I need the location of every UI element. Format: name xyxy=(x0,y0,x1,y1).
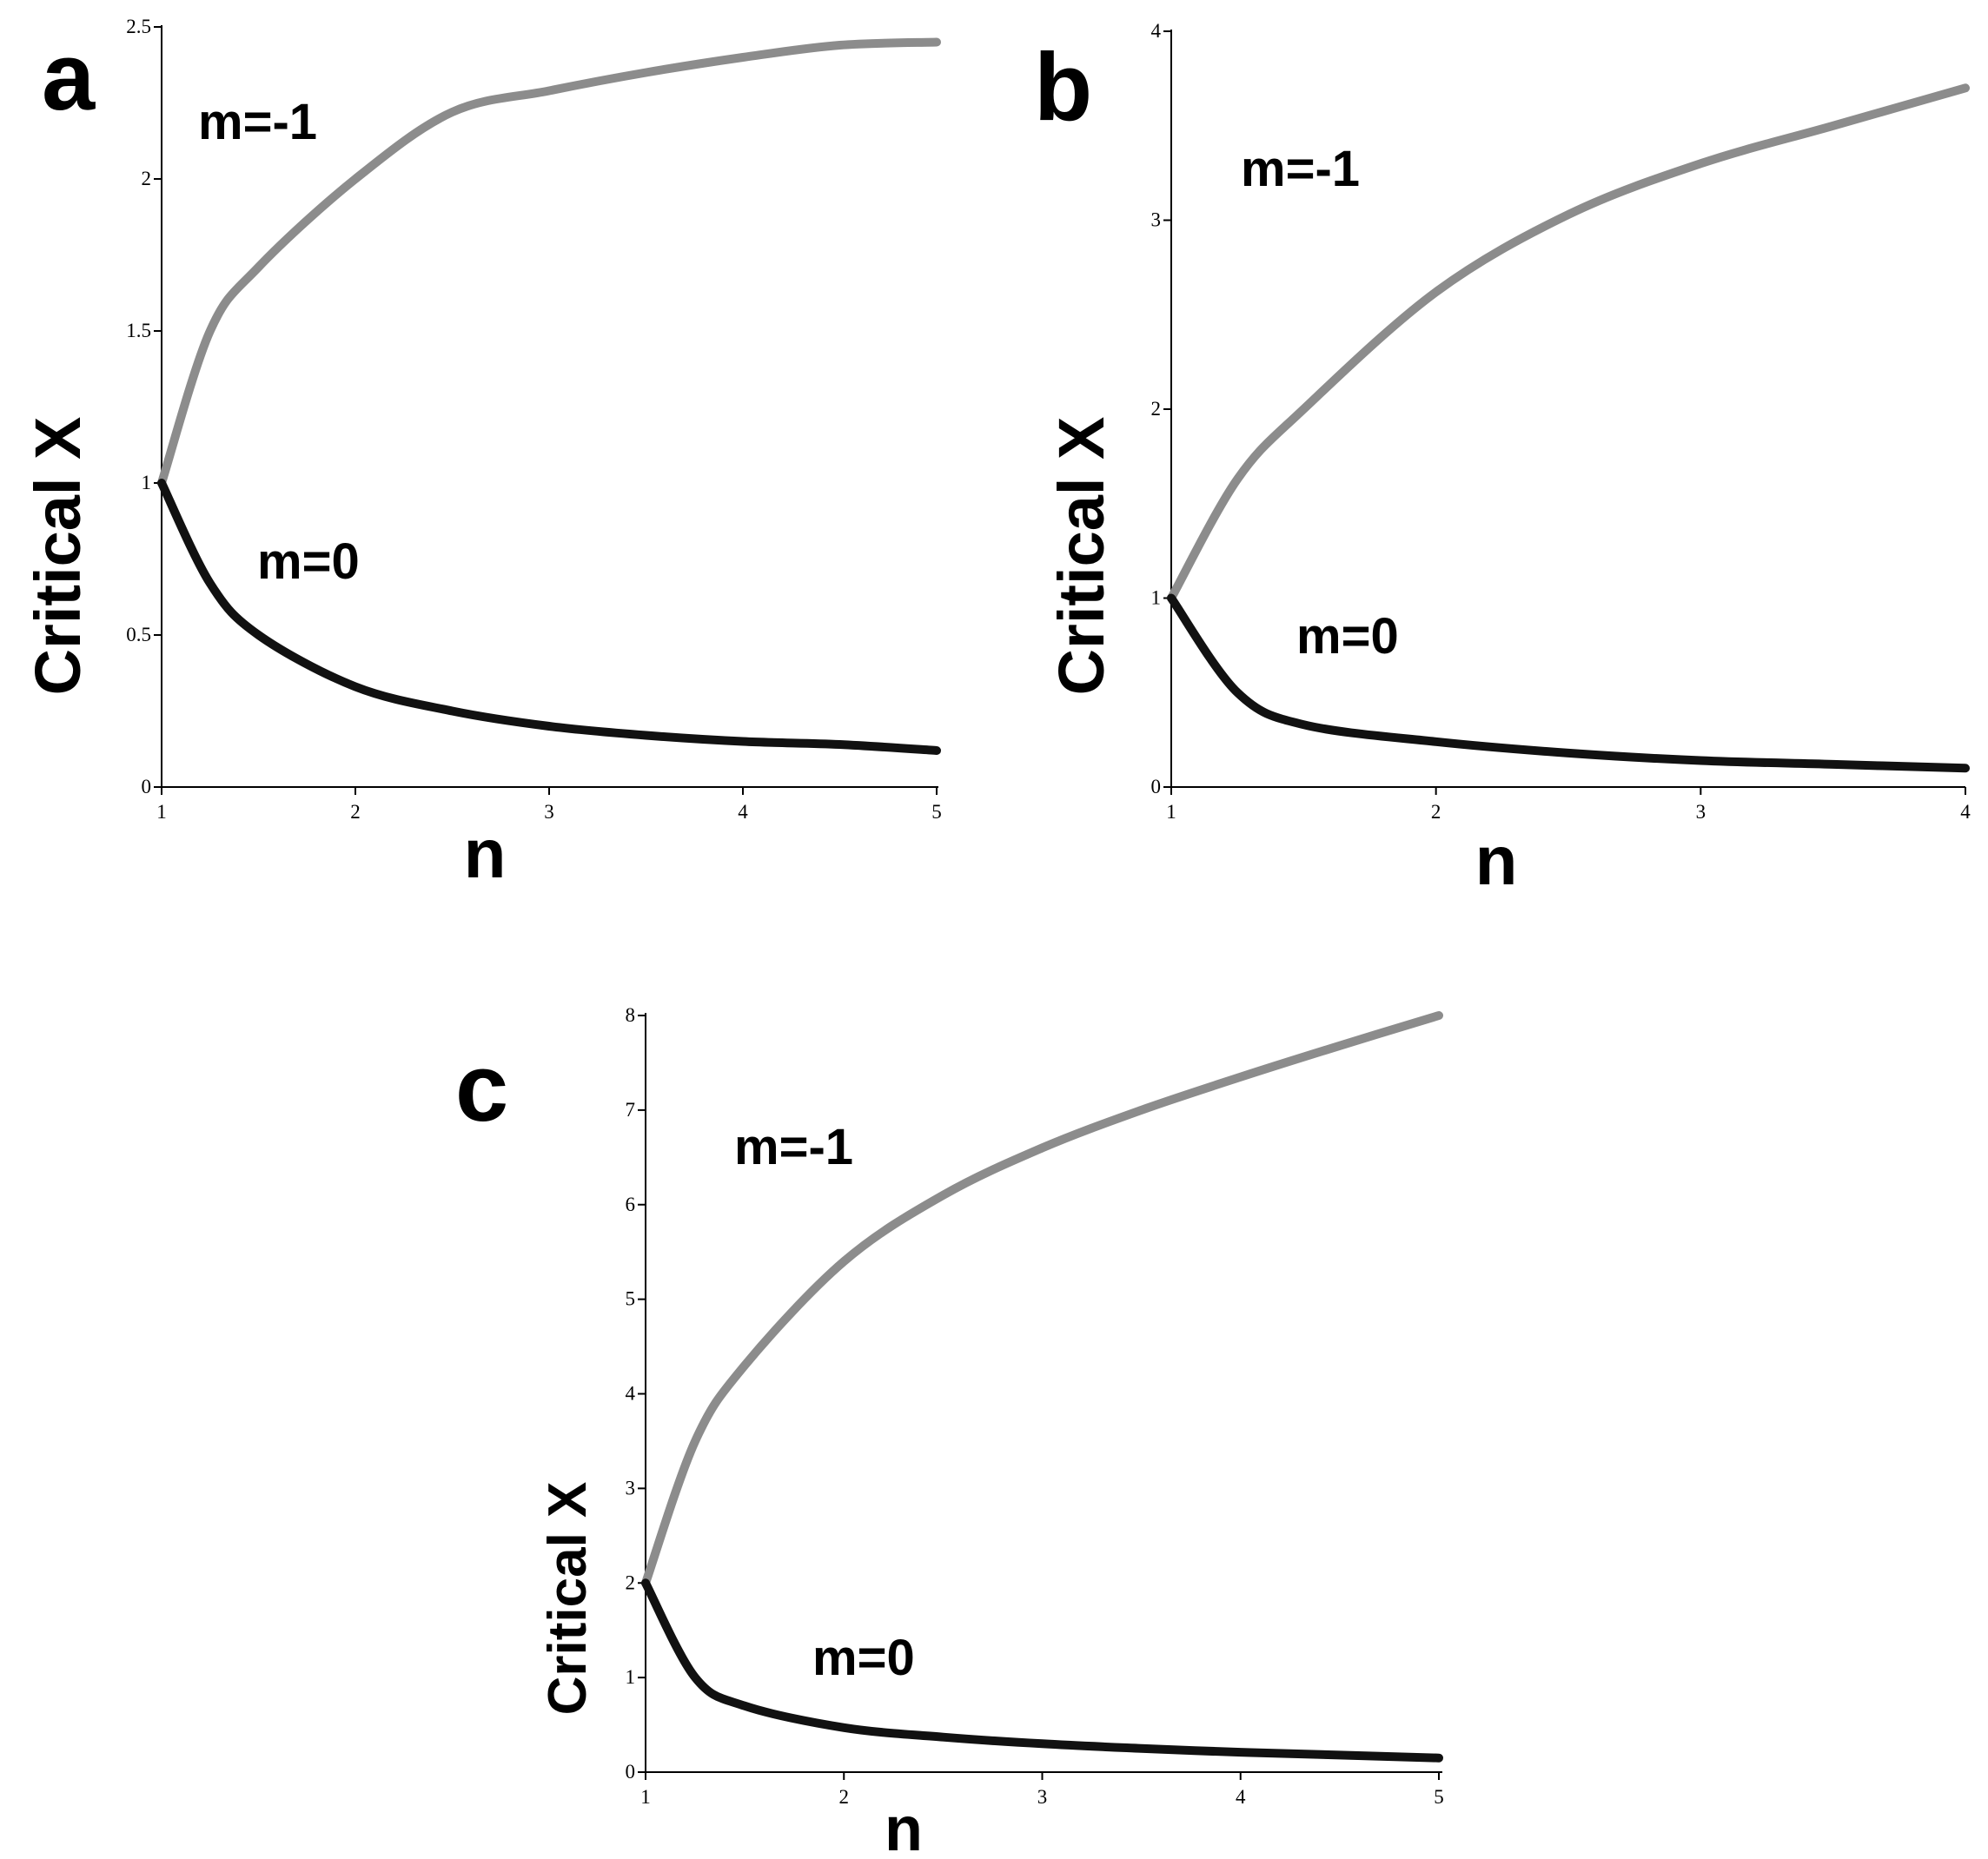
x-tick-label: 1 xyxy=(1166,801,1176,823)
panel-label: b xyxy=(1034,34,1092,141)
x-ticks: 1 2 3 4 5 xyxy=(640,1772,1444,1808)
y-tick-label: 0 xyxy=(1151,776,1162,797)
x-tick-label: 2 xyxy=(1431,801,1441,823)
y-ticks: 0 0.5 1 1.5 2 2.5 xyxy=(126,16,162,797)
y-tick-label: 0.5 xyxy=(126,624,151,645)
x-tick-label: 5 xyxy=(931,801,942,823)
series-line-m-minus-1 xyxy=(1167,83,1970,603)
panel-a: 0 0.5 1 1.5 2 2.5 1 2 3 4 5 a m=-1 m=0 n Critical… xyxy=(22,16,942,892)
y-ticks: 0 1 2 3 4 5 6 7 8 xyxy=(626,1004,646,1783)
annotation-m-minus-1: m=-1 xyxy=(1241,141,1360,197)
y-tick-label: 2.5 xyxy=(126,16,151,37)
y-tick-label: 0 xyxy=(142,776,152,797)
y-tick-label: 5 xyxy=(626,1288,636,1310)
y-tick-label: 6 xyxy=(626,1194,636,1215)
y-tick-label: 1.5 xyxy=(126,320,151,341)
y-axis-title: Critical X xyxy=(538,1482,598,1716)
series-line-m-0 xyxy=(1167,593,1970,773)
x-tick-label: 4 xyxy=(1960,801,1971,823)
y-tick-label: 8 xyxy=(626,1004,636,1026)
annotation-m-minus-1: m=-1 xyxy=(734,1119,853,1175)
x-tick-label: 1 xyxy=(156,801,167,823)
x-axis-title: n xyxy=(1475,822,1518,899)
series-line-m-0 xyxy=(641,1578,1443,1763)
series-line-m-minus-1 xyxy=(641,1011,1443,1588)
y-tick-label: 4 xyxy=(1151,20,1162,42)
y-tick-label: 1 xyxy=(626,1666,636,1688)
y-tick-label: 3 xyxy=(1151,209,1162,231)
annotation-m-minus-1: m=-1 xyxy=(198,94,317,150)
y-tick-label: 2 xyxy=(1151,398,1162,420)
y-axis-title: Critical X xyxy=(22,417,94,696)
x-tick-label: 2 xyxy=(350,801,361,823)
y-ticks: 0 1 2 3 4 xyxy=(1151,20,1171,797)
x-tick-label: 4 xyxy=(738,801,748,823)
y-tick-label: 1 xyxy=(1151,587,1162,609)
panel-label: c xyxy=(455,1035,508,1141)
panel-label: a xyxy=(42,23,96,130)
y-tick-label: 3 xyxy=(626,1477,636,1498)
series-line-m-minus-1 xyxy=(157,37,941,487)
y-tick-label: 4 xyxy=(626,1383,636,1405)
x-tick-label: 5 xyxy=(1434,1786,1444,1808)
y-tick-label: 1 xyxy=(142,472,152,493)
annotation-m-0: m=0 xyxy=(257,533,360,590)
x-tick-label: 3 xyxy=(544,801,554,823)
y-axis-title: Critical X xyxy=(1045,417,1117,696)
y-tick-label: 7 xyxy=(626,1099,636,1121)
series-line-m-0 xyxy=(157,479,941,755)
x-ticks: 1 2 3 4 xyxy=(1166,787,1971,823)
y-tick-label: 2 xyxy=(142,168,152,189)
annotation-m-0: m=0 xyxy=(812,1630,915,1686)
x-axis-title: n xyxy=(464,815,507,892)
x-tick-label: 3 xyxy=(1037,1786,1048,1808)
x-tick-label: 4 xyxy=(1236,1786,1246,1808)
annotation-m-0: m=0 xyxy=(1296,608,1399,665)
x-ticks: 1 2 3 4 5 xyxy=(156,787,942,823)
x-tick-label: 1 xyxy=(640,1786,651,1808)
x-tick-label: 2 xyxy=(839,1786,850,1808)
x-axis-title: n xyxy=(885,1795,923,1859)
y-tick-label: 0 xyxy=(626,1761,636,1783)
y-tick-label: 2 xyxy=(626,1571,636,1593)
x-tick-label: 3 xyxy=(1696,801,1706,823)
